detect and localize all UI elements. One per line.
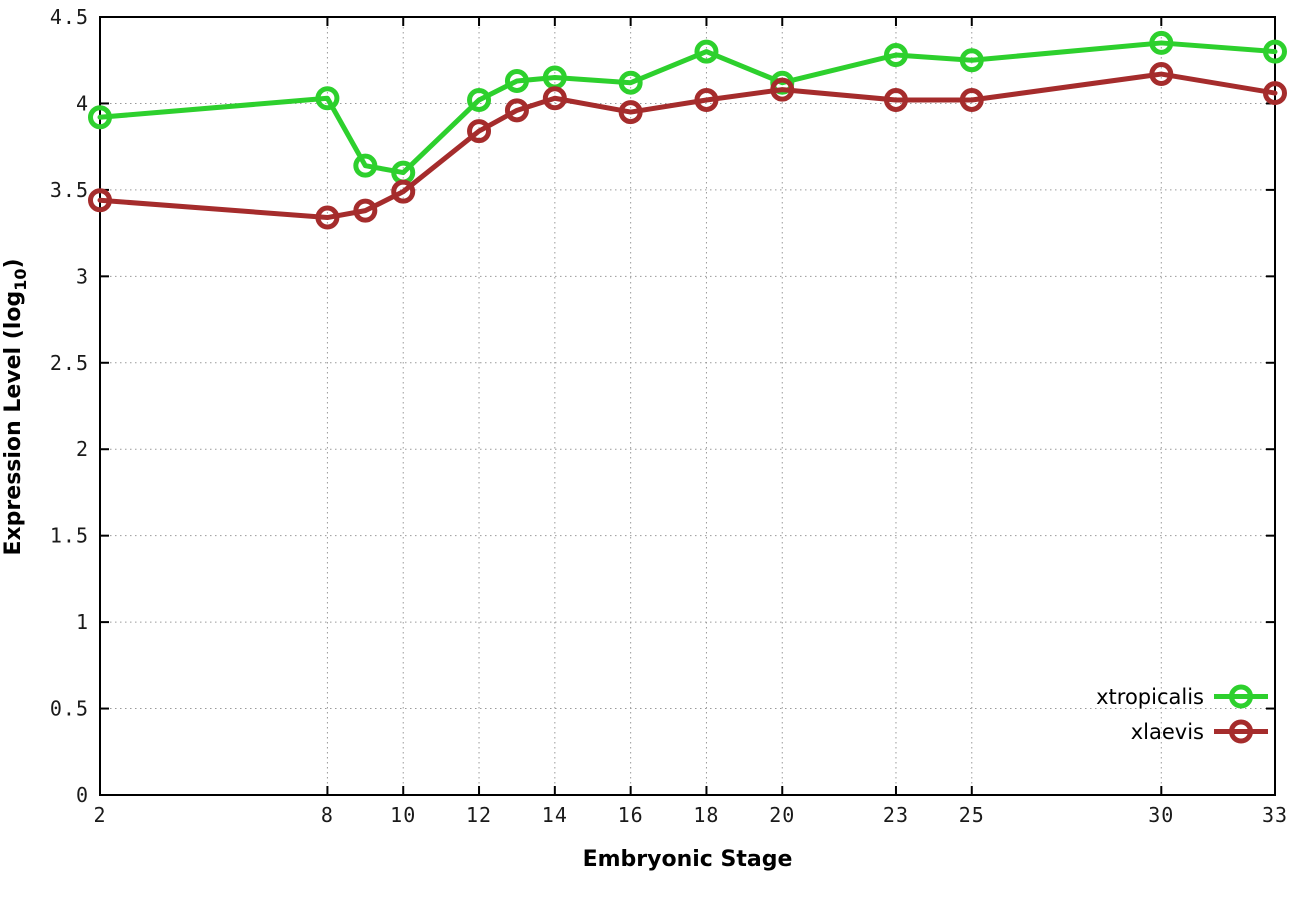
legend-entry-xtropicalis: xtropicalis bbox=[1096, 679, 1268, 714]
data-point-xlaevis bbox=[883, 87, 908, 112]
gridlines bbox=[100, 17, 1275, 795]
data-point-xlaevis bbox=[353, 198, 378, 223]
data-point-xlaevis bbox=[391, 179, 416, 204]
x-tick-labels: 2 8 10 12 14 16 18 20 23 25 30 33 bbox=[93, 803, 1288, 827]
x-tick-label: 33 bbox=[1262, 803, 1288, 827]
data-point-xtropicalis bbox=[1149, 30, 1174, 55]
data-point-xtropicalis bbox=[1263, 39, 1287, 64]
data-point-xlaevis bbox=[1263, 81, 1287, 106]
x-axis-label: Embryonic Stage bbox=[582, 847, 793, 872]
x-tick-label: 2 bbox=[93, 803, 106, 827]
x-tick-label: 14 bbox=[542, 803, 568, 827]
series-line-xlaevis bbox=[97, 71, 1278, 221]
data-point-xlaevis bbox=[542, 86, 567, 111]
data-point-xtropicalis bbox=[504, 68, 529, 93]
y-tick-label: 3.5 bbox=[50, 178, 89, 202]
y-tick-label: 0 bbox=[76, 783, 89, 807]
y-tick-label: 4 bbox=[76, 91, 89, 115]
x-tick-label: 10 bbox=[390, 803, 416, 827]
legend-marker-xlaevis bbox=[1214, 719, 1268, 744]
y-tick-label: 4.5 bbox=[50, 5, 89, 29]
y-tick-label: 2.5 bbox=[50, 351, 89, 375]
x-tick-label: 16 bbox=[618, 803, 644, 827]
data-point-xtropicalis bbox=[353, 153, 378, 178]
plot-border bbox=[99, 16, 1276, 796]
data-point-xlaevis bbox=[467, 119, 492, 144]
data-point-xlaevis bbox=[88, 188, 112, 213]
x-tick-label: 18 bbox=[693, 803, 719, 827]
data-point-xlaevis bbox=[315, 205, 340, 230]
y-axis-label: Expression Level (log10) bbox=[1, 7, 47, 807]
legend-label-xlaevis: xlaevis bbox=[1130, 719, 1204, 744]
data-point-xlaevis bbox=[694, 87, 719, 112]
data-point-xtropicalis bbox=[694, 39, 719, 64]
legend-marker-xtropicalis bbox=[1214, 684, 1268, 709]
data-point-xtropicalis bbox=[88, 105, 112, 130]
y-axis-label-end: ) bbox=[1, 258, 26, 269]
series-line-xtropicalis bbox=[97, 40, 1278, 176]
y-tick-labels: 0 0.5 1 1.5 2 2.5 3 3.5 4 4.5 bbox=[50, 5, 89, 807]
x-tick-label: 12 bbox=[466, 803, 492, 827]
legend-entry-xlaevis: xlaevis bbox=[1131, 714, 1268, 749]
y-tick-label: 1 bbox=[76, 610, 89, 634]
y-tick-label: 0.5 bbox=[50, 697, 89, 721]
y-tick-label: 2 bbox=[76, 437, 89, 461]
data-point-xlaevis bbox=[618, 100, 643, 125]
data-point-xtropicalis bbox=[618, 70, 643, 95]
data-point-xlaevis bbox=[959, 87, 984, 112]
y-axis-label-subscript: 10 bbox=[11, 268, 30, 291]
y-tick-label: 1.5 bbox=[50, 524, 89, 548]
y-tick-label: 3 bbox=[76, 264, 89, 288]
x-tick-label: 20 bbox=[769, 803, 795, 827]
series-xlaevis bbox=[88, 62, 1287, 230]
data-point-xtropicalis bbox=[467, 87, 492, 112]
x-tick-label: 30 bbox=[1148, 803, 1174, 827]
data-point-xlaevis bbox=[770, 77, 795, 102]
y-axis-label-main: Expression Level (log bbox=[1, 290, 26, 556]
tick-marks bbox=[99, 16, 1276, 796]
series-xtropicalis bbox=[88, 30, 1287, 185]
x-tick-label: 25 bbox=[959, 803, 985, 827]
data-point-xlaevis bbox=[504, 98, 529, 123]
x-tick-label: 8 bbox=[321, 803, 334, 827]
legend-label-xtropicalis: xtropicalis bbox=[1096, 684, 1204, 709]
data-point-xtropicalis bbox=[315, 86, 340, 111]
legend: xtropicalis xlaevis bbox=[1096, 679, 1268, 749]
x-tick-label: 23 bbox=[883, 803, 909, 827]
data-point-xlaevis bbox=[1149, 62, 1174, 87]
data-point-xtropicalis bbox=[883, 43, 908, 68]
data-point-xtropicalis bbox=[959, 48, 984, 73]
